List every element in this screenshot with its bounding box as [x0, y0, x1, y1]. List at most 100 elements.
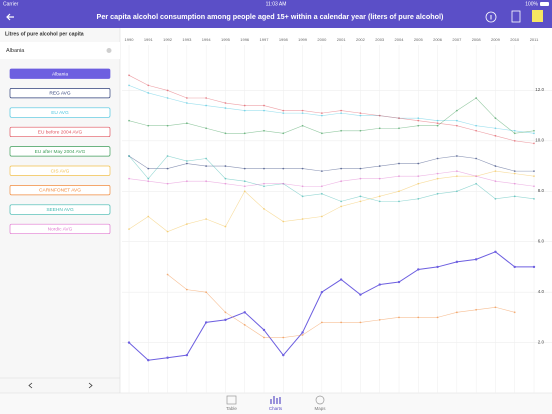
- x-tick-label: 2003: [375, 37, 385, 42]
- x-tick-label: 1993: [182, 37, 192, 42]
- data-point: [147, 215, 150, 218]
- x-tick-label: 2001: [337, 37, 347, 42]
- table-icon[interactable]: [226, 395, 237, 405]
- data-point: [533, 142, 535, 145]
- data-point: [378, 200, 381, 203]
- legend-item[interactable]: [9, 68, 111, 79]
- data-point: [320, 192, 323, 195]
- data-point: [475, 157, 478, 160]
- data-point: [455, 190, 458, 193]
- data-point: [494, 250, 497, 253]
- notes-button[interactable]: [532, 10, 543, 22]
- x-tick-label: 2010: [510, 37, 520, 42]
- data-point: [513, 170, 516, 173]
- tab-label: Table: [226, 406, 237, 411]
- series-line: [128, 155, 534, 172]
- data-point: [378, 195, 381, 198]
- charts-icon[interactable]: [270, 396, 281, 404]
- data-point: [224, 107, 227, 109]
- y-tick-label: 4.0: [538, 289, 545, 294]
- data-point: [359, 177, 362, 180]
- series-line: [128, 75, 535, 144]
- info-button[interactable]: [485, 11, 497, 23]
- carrier: Carrier: [3, 1, 19, 7]
- data-point: [166, 155, 169, 157]
- data-point: [224, 165, 227, 167]
- data-point: [320, 170, 323, 173]
- data-point: [205, 165, 208, 167]
- data-point: [185, 223, 188, 225]
- data-point: [243, 132, 246, 135]
- data-point: [320, 112, 323, 115]
- legend-item[interactable]: [9, 223, 111, 235]
- data-point: [436, 192, 439, 195]
- x-tick-label: 1998: [279, 37, 289, 42]
- data-point: [533, 197, 535, 200]
- legend-item[interactable]: [9, 146, 111, 157]
- data-point: [127, 341, 131, 344]
- data-point: [301, 124, 304, 127]
- data-point: [243, 109, 246, 112]
- y-tick-label: 6.0: [538, 238, 545, 243]
- data-point: [340, 200, 343, 203]
- next-button[interactable]: [88, 382, 93, 389]
- data-point: [513, 132, 516, 135]
- data-point: [166, 97, 169, 99]
- data-point: [417, 117, 420, 120]
- back-button[interactable]: [6, 13, 14, 21]
- data-point: [128, 84, 130, 87]
- maps-icon[interactable]: [315, 395, 325, 405]
- data-point: [224, 102, 227, 104]
- legend-item[interactable]: [9, 126, 111, 138]
- series-line: [128, 85, 535, 134]
- data-point: [359, 195, 362, 198]
- data-point: [455, 119, 458, 122]
- data-point: [243, 104, 246, 107]
- data-point: [475, 308, 478, 311]
- data-point: [475, 97, 478, 99]
- data-point: [359, 293, 362, 296]
- x-tick-label: 2002: [356, 37, 366, 42]
- data-point: [417, 197, 420, 200]
- data-point: [205, 218, 208, 220]
- data-point: [282, 182, 285, 185]
- data-point: [494, 134, 497, 137]
- x-tick-label: 1995: [221, 37, 231, 42]
- data-point: [205, 291, 208, 294]
- data-point: [224, 132, 227, 135]
- series-line: [128, 170, 535, 232]
- data-point: [340, 167, 343, 170]
- prev-button[interactable]: [28, 382, 33, 389]
- legend-item[interactable]: [9, 107, 111, 118]
- legend-label: REG AVG: [49, 91, 71, 97]
- series-line: [128, 97, 535, 134]
- document-button[interactable]: [511, 10, 521, 23]
- tab-label: Charts: [269, 406, 283, 411]
- clear-icon[interactable]: [106, 48, 112, 53]
- data-point: [301, 195, 304, 198]
- data-point: [340, 205, 343, 208]
- data-point: [417, 124, 420, 127]
- data-point: [166, 273, 169, 276]
- x-tick-label: 2008: [472, 37, 482, 42]
- data-point: [436, 316, 439, 319]
- legend-label: EU before 2004 AVG: [38, 129, 83, 135]
- data-point: [147, 92, 150, 94]
- legend-item[interactable]: [9, 165, 111, 176]
- tab-bar: [0, 393, 552, 414]
- tabs: Table Charts Maps: [226, 406, 326, 411]
- legend-item[interactable]: [9, 88, 111, 99]
- data-point: [417, 182, 420, 185]
- data-point: [475, 129, 478, 132]
- country-select[interactable]: [0, 42, 120, 59]
- data-point: [243, 190, 246, 193]
- legend-item[interactable]: [9, 204, 111, 215]
- data-point: [533, 132, 535, 135]
- data-point: [359, 321, 362, 324]
- data-point: [398, 316, 400, 319]
- selected-country: Albania: [6, 48, 25, 54]
- x-tick-label: 2004: [395, 37, 405, 42]
- legend-item[interactable]: [9, 185, 111, 196]
- legend-label: EU after May 2004 AVG: [35, 149, 86, 155]
